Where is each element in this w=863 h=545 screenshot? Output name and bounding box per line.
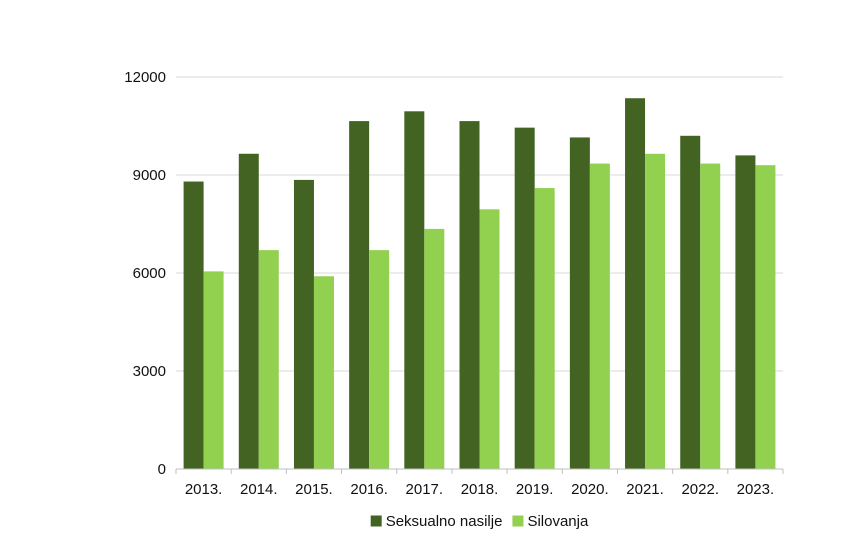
bar-series1 [625,98,646,469]
x-tick-label: 2021. [626,481,664,498]
x-tick-label: 2015. [295,481,333,498]
bar-series2 [755,165,776,469]
bar-series1 [459,121,480,469]
bar-series2 [369,250,390,469]
bar-series2 [700,163,721,470]
bar-series2 [313,276,334,469]
x-axis [175,468,784,474]
x-tick-label: 2022. [681,481,719,498]
bar-series2 [645,153,666,469]
bar-series1 [404,111,425,470]
bar-series1 [735,155,756,469]
x-tick-label: 2016. [350,481,388,498]
bars [183,98,776,470]
bar-series2 [424,228,445,469]
bar-series2 [589,163,610,470]
legend-swatch [370,515,382,527]
bar-series2 [479,209,500,470]
bar-series1 [569,137,590,469]
bar-series1 [293,179,314,469]
legend-label: Seksualno nasilje [386,513,503,530]
x-axis-ticks: 2013. 2014. 2015. 2016. 2017. 2018. 2019. 2020.… [185,481,774,498]
x-tick-label: 2019. [516,481,554,498]
y-tick-label: 3000 [133,363,166,380]
y-tick-label: 0 [158,461,166,478]
x-tick-label: 2017. [406,481,444,498]
x-tick-label: 2018. [461,481,499,498]
legend-label: Silovanja [527,513,589,530]
legend: Seksualno nasilje Silovanja [370,513,589,530]
bar-series1 [680,135,701,470]
bar-series1 [238,153,259,469]
x-tick-label: 2013. [185,481,223,498]
legend-swatch [512,515,524,527]
bar-series1 [514,127,535,469]
bar-series2 [203,271,224,469]
bar-series2 [534,188,555,470]
y-tick-label: 12000 [124,69,166,86]
y-tick-label: 6000 [133,265,166,282]
x-tick-label: 2020. [571,481,609,498]
x-tick-label: 2014. [240,481,278,498]
bar-series1 [183,181,204,470]
y-tick-label: 9000 [133,167,166,184]
y-axis-ticks: 0 3000 6000 9000 12000 [124,69,166,478]
bar-series1 [349,121,370,469]
x-tick-label: 2023. [737,481,775,498]
bar-series2 [258,250,279,469]
